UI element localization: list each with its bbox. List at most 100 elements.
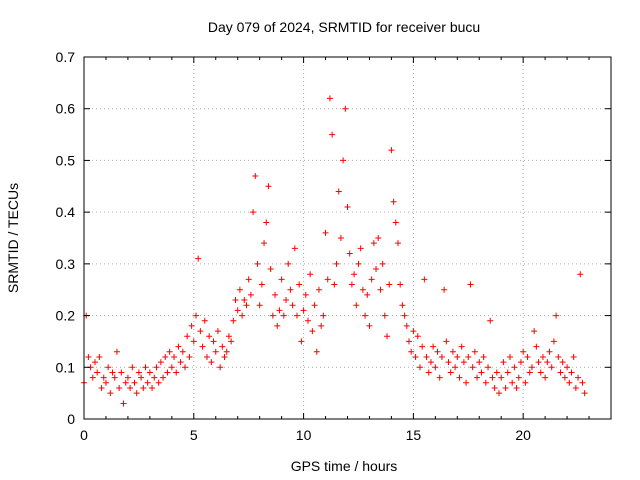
data-point [515, 374, 522, 381]
data-point [315, 286, 322, 293]
data-point [313, 348, 320, 355]
data-point [188, 322, 195, 329]
data-point [307, 271, 314, 278]
data-point [467, 281, 474, 288]
data-point [146, 369, 153, 376]
data-point [362, 312, 369, 319]
data-point [331, 281, 338, 288]
data-point [120, 400, 127, 407]
data-point [498, 374, 505, 381]
data-point [340, 157, 347, 164]
data-point [524, 353, 531, 360]
data-point [397, 281, 404, 288]
data-point [449, 348, 456, 355]
data-point [353, 302, 360, 309]
data-point [509, 379, 516, 386]
data-point [195, 255, 202, 262]
data-point [485, 364, 492, 371]
data-point [210, 338, 217, 345]
data-point [522, 379, 529, 386]
data-point [309, 328, 316, 335]
data-point [265, 183, 272, 190]
data-point [401, 312, 408, 319]
data-point [528, 364, 535, 371]
data-point [228, 338, 235, 345]
data-point [348, 281, 355, 288]
data-point [355, 260, 362, 267]
data-point [311, 302, 318, 309]
data-point [223, 348, 230, 355]
data-point [197, 328, 204, 335]
data-point [416, 364, 423, 371]
data-point [373, 266, 380, 273]
data-point [318, 322, 325, 329]
data-point [278, 276, 285, 283]
data-point [122, 379, 129, 386]
data-point [267, 266, 274, 273]
data-point [289, 302, 296, 309]
data-point [324, 276, 331, 283]
data-point [293, 312, 300, 319]
data-point [151, 374, 158, 381]
data-point [91, 359, 98, 366]
data-point [144, 379, 151, 386]
data-point [179, 348, 186, 355]
y-tick-label: 0.1 [56, 359, 76, 375]
data-point [133, 390, 140, 397]
data-point [502, 384, 509, 391]
data-point [561, 374, 568, 381]
data-point [127, 384, 134, 391]
y-tick-label: 0.5 [56, 152, 76, 168]
data-point [535, 359, 542, 366]
data-point [89, 374, 96, 381]
data-point [478, 369, 485, 376]
data-point [304, 317, 311, 324]
data-point [568, 369, 575, 376]
data-point [469, 364, 476, 371]
data-point [186, 353, 193, 360]
data-point [564, 364, 571, 371]
data-point [436, 374, 443, 381]
data-point [219, 343, 226, 350]
data-point [320, 312, 327, 319]
data-point [276, 307, 283, 314]
data-point [399, 302, 406, 309]
data-point [566, 379, 573, 386]
data-point [131, 379, 138, 386]
data-point [438, 353, 445, 360]
data-point [465, 353, 472, 360]
data-point [377, 286, 384, 293]
data-point [384, 333, 391, 340]
data-point [100, 374, 107, 381]
data-point [570, 353, 577, 360]
data-point [261, 240, 268, 247]
x-tick-label: 0 [80, 427, 88, 443]
data-point [298, 338, 305, 345]
data-point [419, 343, 426, 350]
data-point [252, 172, 259, 179]
data-point [283, 297, 290, 304]
data-point [153, 364, 160, 371]
data-point [221, 353, 228, 360]
data-point [456, 374, 463, 381]
data-point [245, 276, 252, 283]
data-point [116, 384, 123, 391]
data-point [234, 307, 241, 314]
data-point [531, 328, 538, 335]
data-point [381, 312, 388, 319]
data-point [239, 312, 246, 319]
data-point [405, 338, 412, 345]
data-point [553, 312, 560, 319]
data-point [487, 317, 494, 324]
data-point [366, 322, 373, 329]
x-axis-label: GPS time / hours [291, 458, 398, 474]
data-point [575, 374, 582, 381]
data-point [337, 235, 344, 241]
data-point [190, 338, 197, 345]
data-point [460, 359, 467, 366]
data-point [225, 333, 232, 340]
data-points [81, 95, 588, 407]
data-point [375, 235, 382, 241]
data-point [111, 374, 118, 381]
data-point [285, 260, 292, 267]
